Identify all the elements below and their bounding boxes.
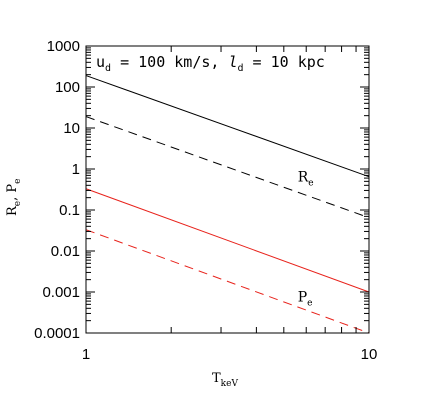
series-line-2 <box>85 188 370 293</box>
y-axis-title: Re, Pe <box>5 179 23 216</box>
y-tick-label: 0.0001 <box>34 325 80 342</box>
y-tick-label: 1 <box>72 161 80 178</box>
y-tick-label: 1000 <box>47 38 80 55</box>
annotation: ud = 100 km/s, ld = 10 kpc <box>96 53 325 74</box>
series-line-1 <box>85 116 370 219</box>
x-axis-title: TkeV <box>212 371 238 389</box>
x-tick-label: 1 <box>82 346 90 363</box>
x-tick-label: 10 <box>361 346 378 363</box>
y-tick-label: 100 <box>55 79 80 96</box>
y-tick-label: 0.01 <box>51 243 80 260</box>
curve-label-0: Re <box>298 169 314 188</box>
series-line-0 <box>85 75 370 178</box>
y-tick-label: 0.1 <box>59 202 80 219</box>
curve-label-1: Pe <box>298 290 313 309</box>
series-line-3 <box>85 229 370 334</box>
plot-frame <box>85 45 370 334</box>
y-tick-label: 0.001 <box>42 284 80 301</box>
y-tick-label: 10 <box>63 120 80 137</box>
